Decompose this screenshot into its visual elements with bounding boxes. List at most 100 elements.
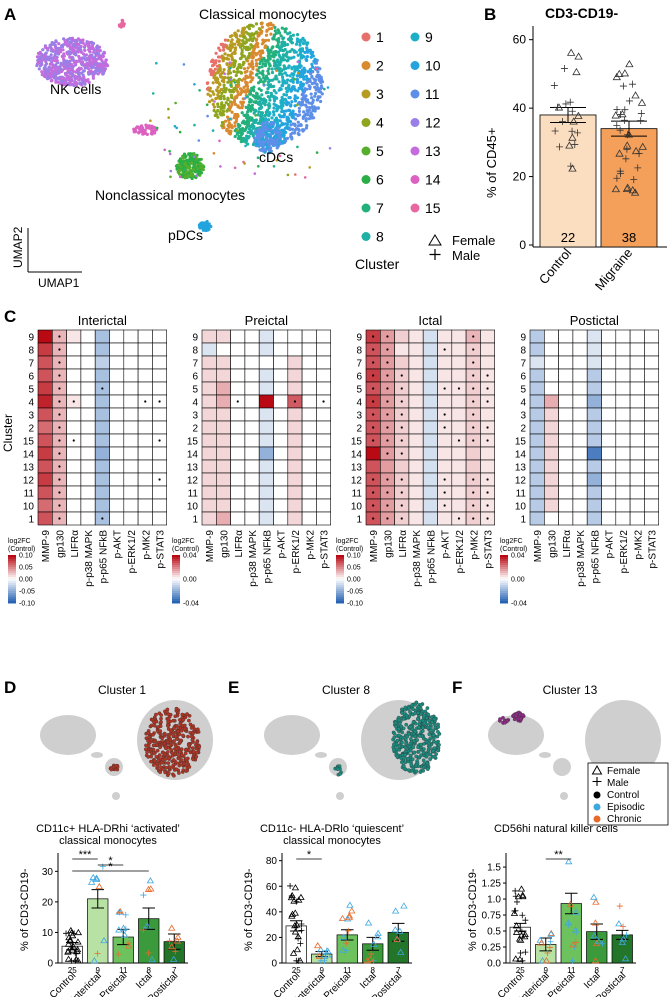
umap-highlight-point xyxy=(169,728,173,733)
heatmap-cell xyxy=(258,420,274,435)
umap-highlight-point xyxy=(182,723,187,728)
heatmap-cell xyxy=(244,394,260,409)
umap-point xyxy=(251,67,255,71)
heatmap-cell xyxy=(629,485,645,500)
umap-point xyxy=(258,101,262,105)
umap-highlight-point xyxy=(425,767,430,771)
umap-point xyxy=(287,84,291,88)
umap-point xyxy=(299,123,303,127)
umap-point xyxy=(245,81,249,85)
umap-point xyxy=(280,95,284,100)
umap-point xyxy=(307,69,311,73)
cluster-legend-title: Cluster xyxy=(355,256,400,272)
umap-point xyxy=(265,132,270,136)
umap-point xyxy=(257,127,261,131)
bar-n-label: 25 xyxy=(68,966,77,975)
heatmap-cell xyxy=(152,407,167,422)
umap-point xyxy=(275,141,279,145)
heatmap-cell xyxy=(615,368,631,383)
umap-point xyxy=(311,106,315,110)
heatmap-cell xyxy=(615,433,631,448)
heatmap-cell xyxy=(258,329,274,344)
umap-point xyxy=(212,60,216,64)
umap-point xyxy=(259,105,264,109)
umap-point xyxy=(299,80,303,84)
umap-point xyxy=(278,142,283,146)
cluster-legend-label: 5 xyxy=(376,143,384,159)
umap-point xyxy=(301,96,305,101)
umap-point xyxy=(86,78,90,82)
heatmap-cell xyxy=(572,433,588,448)
heatmap-cell xyxy=(94,498,110,513)
heatmap-title: Preictal xyxy=(245,313,288,328)
data-point-female xyxy=(95,882,104,890)
heatmap-cell xyxy=(644,368,660,383)
heatmap-cell xyxy=(543,368,559,383)
heatmap-cell xyxy=(109,342,125,357)
heatmap-row-label: 14 xyxy=(351,450,363,461)
umap-point xyxy=(238,34,242,38)
heatmap-col-label: gp130 xyxy=(383,530,394,558)
umap-point xyxy=(230,101,234,105)
heatmap-cell xyxy=(586,498,602,513)
y-axis-label: % of CD3-CD19- xyxy=(467,868,479,951)
umap-highlight-point xyxy=(186,742,191,747)
umap-point xyxy=(315,67,319,71)
data-point-female xyxy=(294,933,302,940)
umap-point xyxy=(47,55,51,59)
umap-point xyxy=(265,138,269,142)
umap-point xyxy=(233,63,237,67)
heatmap-cell xyxy=(644,446,660,461)
umap-highlight-point xyxy=(424,739,429,744)
umap-point xyxy=(245,69,249,73)
umap-highlight-point xyxy=(408,724,413,729)
umap-point xyxy=(181,164,185,168)
bar-n-label: 8 xyxy=(147,966,152,975)
umap-point xyxy=(44,51,48,55)
umap-point xyxy=(287,118,291,122)
heatmap-cell xyxy=(644,433,660,448)
significance-label: * xyxy=(108,861,113,873)
legend-gradient-step xyxy=(336,595,344,598)
umap-point xyxy=(282,36,286,40)
heatmap-legend-subtitle: (Control) xyxy=(8,546,35,553)
data-point-female xyxy=(92,875,101,883)
heatmap-cell xyxy=(244,446,260,461)
data-point-female xyxy=(64,955,73,962)
umap-point xyxy=(103,63,108,67)
heatmap-cell xyxy=(558,459,574,474)
umap-point xyxy=(149,131,153,136)
umap-highlight-point xyxy=(166,771,171,776)
heatmap-cell xyxy=(201,394,217,409)
heatmap-cell xyxy=(543,433,559,448)
umap-point xyxy=(56,66,60,71)
umap-point xyxy=(80,81,84,85)
heatmap-cell xyxy=(558,368,574,383)
umap-point xyxy=(272,59,276,63)
umap-highlight-point xyxy=(397,721,402,726)
data-point-female xyxy=(537,939,546,946)
umap-title: Cluster 1 xyxy=(98,683,146,697)
umap-point xyxy=(215,64,220,68)
umap-point xyxy=(283,53,287,57)
umap-point xyxy=(163,148,166,152)
legend-gradient-step xyxy=(8,559,16,562)
significance-dot xyxy=(372,361,375,364)
umap-point xyxy=(274,116,278,120)
umap-point xyxy=(260,25,264,29)
umap-point xyxy=(169,169,173,173)
heatmap-cell xyxy=(258,394,274,409)
umap-point xyxy=(94,66,98,70)
umap-highlight-point xyxy=(423,709,428,714)
data-point-male xyxy=(63,930,70,937)
umap-point xyxy=(219,105,223,109)
data-point-male xyxy=(166,938,173,945)
significance-dot xyxy=(472,517,475,520)
heatmap-cell xyxy=(629,472,645,487)
significance-dot xyxy=(386,452,389,455)
legend-tick-label: -0.10 xyxy=(347,601,363,608)
umap-point xyxy=(207,100,212,104)
umap-point xyxy=(250,52,255,56)
umap-point xyxy=(242,89,247,93)
heatmap-cell xyxy=(66,459,82,474)
